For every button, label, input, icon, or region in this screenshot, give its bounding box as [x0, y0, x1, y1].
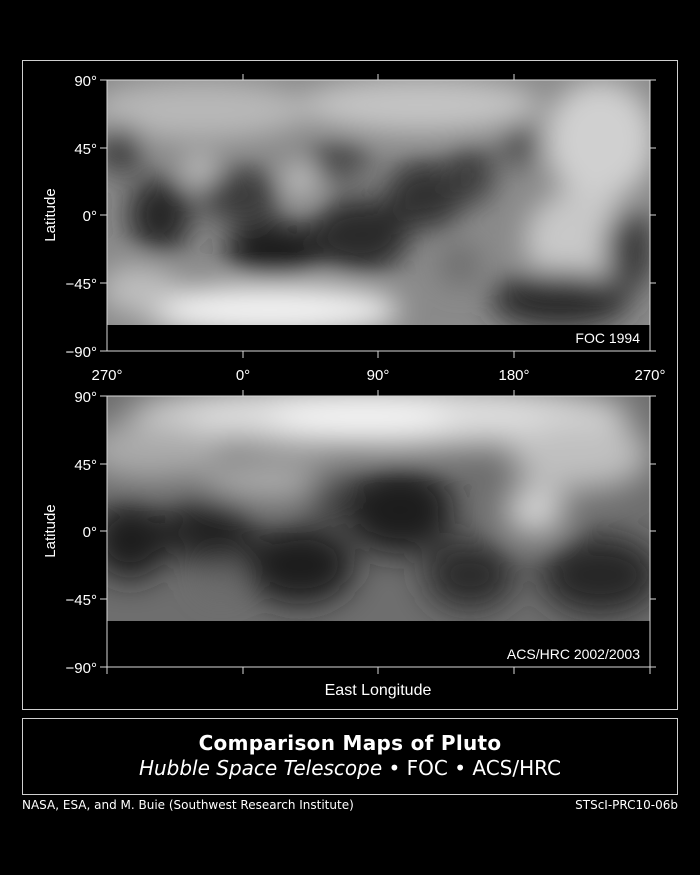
title-instrument: ACS/HRC [472, 756, 562, 780]
lat-tick-0: 0° [83, 524, 97, 541]
credit-right: STScI-PRC10-06b [575, 798, 678, 812]
credit-left: NASA, ESA, and M. Buie (Southwest Resear… [22, 798, 354, 812]
lon-tick-180: 180° [498, 367, 529, 384]
title-subtitle: Hubble Space Telescope • FOC • ACS/HRC [22, 756, 678, 780]
lat-tick-90: 90° [74, 73, 97, 90]
title-separator: • FOC • [382, 756, 473, 780]
lon-tick-90: 90° [367, 367, 390, 384]
lat-tick-45: 45° [74, 141, 97, 158]
title-main: Comparison Maps of Pluto [198, 731, 502, 755]
lat-tick-0: 0° [83, 208, 97, 225]
title-frame [22, 718, 678, 795]
lat-tick-minus-45: −45° [66, 592, 97, 609]
map-acs-hrc: 90° 45° 0° −45° −90° Latitude ACS/HRC 20… [42, 389, 656, 699]
lat-tick-minus-90: −90° [66, 344, 97, 361]
lat-tick-90: 90° [74, 389, 97, 406]
lon-tick-270-left: 270° [91, 367, 122, 384]
map-label: FOC 1994 [575, 330, 640, 346]
lat-tick-45: 45° [74, 457, 97, 474]
x-axis-label: East Longitude [325, 682, 432, 699]
map-acs-image [107, 396, 650, 621]
lon-tick-0: 0° [236, 367, 250, 384]
y-axis-label: Latitude [42, 504, 59, 557]
lon-tick-270-right: 270° [634, 367, 665, 384]
map-foc-image [107, 80, 650, 325]
lat-tick-minus-45: −45° [66, 276, 97, 293]
y-axis-label: Latitude [42, 188, 59, 241]
map-foc-1994: 90° 45° 0° −45° −90° Latitude FOC 1994 2… [42, 73, 666, 384]
map-label: ACS/HRC 2002/2003 [507, 646, 640, 662]
title-telescope: Hubble Space Telescope [138, 756, 383, 780]
maps-frame [22, 60, 678, 710]
lat-tick-minus-90: −90° [66, 660, 97, 677]
